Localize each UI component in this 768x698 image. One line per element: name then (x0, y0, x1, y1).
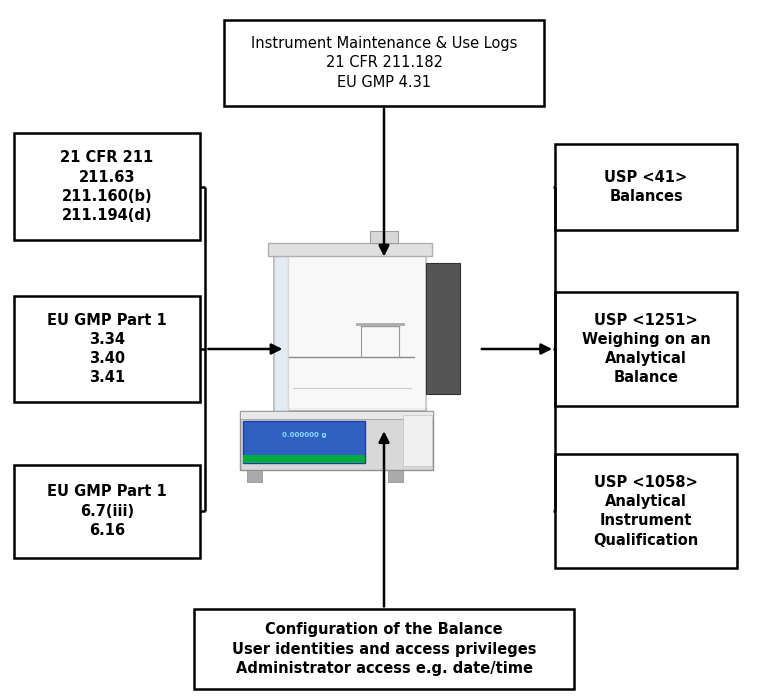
Text: 211.194(d): 211.194(d) (61, 209, 152, 223)
FancyBboxPatch shape (403, 415, 432, 466)
Text: 6.7(iii): 6.7(iii) (80, 503, 134, 519)
Text: EU GMP Part 1: EU GMP Part 1 (47, 313, 167, 327)
FancyBboxPatch shape (14, 295, 200, 403)
FancyBboxPatch shape (243, 422, 365, 463)
Text: Instrument Maintenance & Use Logs: Instrument Maintenance & Use Logs (251, 36, 517, 51)
Text: Analytical: Analytical (605, 494, 687, 509)
Text: 0.000000 g: 0.000000 g (282, 432, 326, 438)
Text: 211.63: 211.63 (78, 170, 135, 185)
Text: EU GMP Part 1: EU GMP Part 1 (47, 484, 167, 499)
FancyBboxPatch shape (370, 231, 398, 244)
FancyBboxPatch shape (224, 20, 544, 106)
Text: 21 CFR 211.182: 21 CFR 211.182 (326, 55, 442, 70)
Text: USP <1058>: USP <1058> (594, 475, 698, 489)
Text: USP <1251>: USP <1251> (594, 313, 698, 327)
FancyBboxPatch shape (555, 454, 737, 568)
FancyBboxPatch shape (247, 470, 263, 482)
Text: 21 CFR 211: 21 CFR 211 (60, 151, 154, 165)
Text: Qualification: Qualification (594, 533, 699, 547)
FancyBboxPatch shape (274, 256, 287, 411)
FancyBboxPatch shape (555, 144, 737, 230)
FancyBboxPatch shape (287, 256, 425, 408)
FancyBboxPatch shape (240, 411, 433, 470)
Text: Weighing on an: Weighing on an (581, 332, 710, 347)
Text: Analytical: Analytical (605, 351, 687, 366)
Text: 6.16: 6.16 (88, 523, 124, 538)
Text: Balances: Balances (609, 189, 683, 204)
Text: Balance: Balance (614, 371, 679, 385)
FancyBboxPatch shape (268, 244, 432, 256)
Text: 3.34: 3.34 (89, 332, 124, 347)
FancyBboxPatch shape (555, 292, 737, 406)
Text: Configuration of the Balance: Configuration of the Balance (265, 622, 503, 637)
Text: Instrument: Instrument (600, 513, 692, 528)
Text: Administrator access e.g. date/time: Administrator access e.g. date/time (236, 661, 532, 676)
FancyBboxPatch shape (425, 262, 460, 394)
Text: EU GMP 4.31: EU GMP 4.31 (337, 75, 431, 89)
Text: 3.41: 3.41 (88, 371, 124, 385)
FancyBboxPatch shape (274, 256, 425, 411)
Text: USP <41>: USP <41> (604, 170, 687, 185)
Text: User identities and access privileges: User identities and access privileges (232, 641, 536, 657)
Text: 211.160(b): 211.160(b) (61, 189, 152, 204)
FancyBboxPatch shape (388, 470, 403, 482)
Text: 3.40: 3.40 (88, 351, 124, 366)
FancyBboxPatch shape (194, 609, 574, 689)
FancyBboxPatch shape (243, 454, 365, 463)
FancyBboxPatch shape (14, 465, 200, 558)
FancyBboxPatch shape (240, 411, 433, 419)
FancyBboxPatch shape (14, 133, 200, 240)
